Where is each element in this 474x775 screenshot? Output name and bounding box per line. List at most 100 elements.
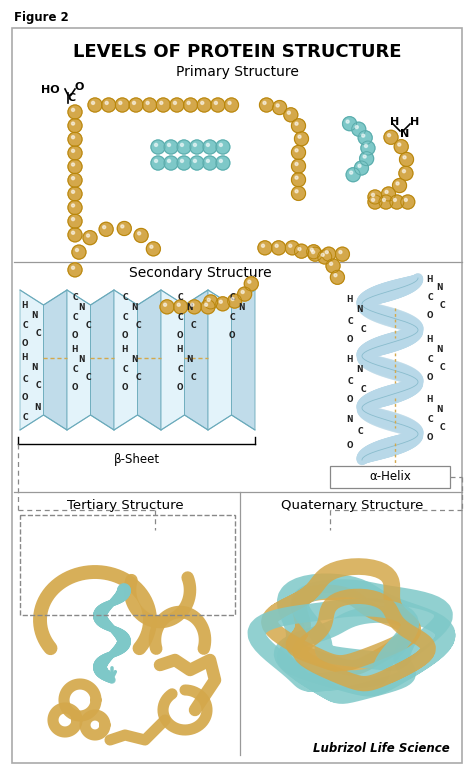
Circle shape — [352, 122, 366, 136]
Circle shape — [151, 140, 165, 154]
Circle shape — [72, 163, 74, 166]
Circle shape — [146, 102, 149, 105]
Circle shape — [201, 102, 204, 105]
Circle shape — [350, 171, 353, 174]
Text: N: N — [357, 366, 363, 374]
Text: O: O — [22, 392, 28, 401]
Circle shape — [204, 303, 208, 306]
Text: O: O — [427, 432, 433, 442]
Circle shape — [160, 102, 163, 105]
Circle shape — [346, 167, 360, 181]
Text: O: O — [347, 336, 353, 345]
Text: O: O — [122, 384, 128, 392]
Text: N: N — [79, 304, 85, 312]
Circle shape — [231, 298, 234, 301]
Text: N: N — [35, 404, 41, 412]
Circle shape — [119, 102, 122, 105]
Text: C: C — [72, 366, 78, 374]
Text: O: O — [229, 332, 235, 340]
Circle shape — [105, 102, 108, 105]
Circle shape — [193, 160, 197, 163]
Circle shape — [292, 173, 306, 187]
Polygon shape — [161, 290, 184, 430]
Circle shape — [295, 163, 298, 166]
Text: C: C — [427, 294, 433, 302]
Text: N: N — [357, 305, 363, 315]
Text: N: N — [347, 415, 353, 425]
Circle shape — [399, 167, 413, 181]
Circle shape — [339, 250, 342, 253]
Text: O: O — [72, 332, 78, 340]
Circle shape — [143, 98, 156, 112]
Text: C: C — [360, 384, 366, 394]
Circle shape — [177, 303, 180, 306]
Text: Secondary Structure: Secondary Structure — [128, 266, 271, 280]
Circle shape — [88, 98, 102, 112]
Circle shape — [72, 122, 74, 125]
Text: C: C — [347, 318, 353, 326]
Text: H: H — [410, 117, 419, 127]
Circle shape — [167, 143, 171, 146]
Polygon shape — [114, 290, 137, 430]
Circle shape — [72, 266, 74, 269]
Circle shape — [363, 155, 366, 158]
Circle shape — [203, 140, 217, 154]
Circle shape — [75, 249, 79, 252]
Circle shape — [362, 134, 365, 137]
Circle shape — [203, 156, 217, 170]
Circle shape — [400, 153, 413, 167]
Circle shape — [275, 244, 278, 247]
Text: H: H — [122, 346, 128, 354]
Text: C: C — [427, 356, 433, 364]
Circle shape — [295, 149, 298, 152]
Circle shape — [326, 259, 340, 273]
Text: C: C — [439, 422, 445, 432]
Circle shape — [134, 229, 148, 243]
Circle shape — [216, 156, 230, 170]
Circle shape — [211, 98, 225, 112]
Circle shape — [214, 102, 218, 105]
Circle shape — [173, 102, 176, 105]
Circle shape — [216, 140, 230, 154]
Text: N: N — [437, 346, 443, 354]
Circle shape — [322, 247, 336, 261]
Text: H: H — [427, 395, 433, 405]
Text: C: C — [427, 415, 433, 425]
Circle shape — [343, 117, 356, 131]
Circle shape — [276, 104, 279, 107]
Circle shape — [298, 135, 301, 138]
Text: C: C — [22, 322, 28, 330]
Circle shape — [379, 195, 393, 209]
Circle shape — [228, 294, 242, 308]
Text: C: C — [357, 428, 363, 436]
Polygon shape — [91, 290, 114, 430]
Text: C: C — [439, 301, 445, 309]
Circle shape — [121, 225, 124, 228]
Polygon shape — [137, 290, 161, 430]
Bar — [330, 466, 450, 488]
Circle shape — [292, 186, 306, 201]
Circle shape — [91, 102, 95, 105]
Text: Figure 2: Figure 2 — [14, 12, 69, 25]
Circle shape — [361, 141, 375, 155]
Text: C: C — [35, 381, 41, 391]
Circle shape — [83, 231, 97, 245]
Circle shape — [181, 160, 183, 163]
Circle shape — [382, 187, 395, 201]
Circle shape — [103, 226, 106, 229]
Polygon shape — [231, 290, 255, 430]
Text: C: C — [72, 314, 78, 322]
Circle shape — [310, 248, 313, 251]
Circle shape — [241, 291, 244, 294]
Text: HO: HO — [41, 85, 60, 95]
Text: Lubrizol Life Science: Lubrizol Life Science — [313, 742, 450, 755]
Circle shape — [160, 300, 174, 314]
Text: O: O — [427, 311, 433, 319]
Text: LEVELS OF PROTEIN STRUCTURE: LEVELS OF PROTEIN STRUCTURE — [73, 43, 401, 61]
Text: H: H — [427, 275, 433, 284]
Circle shape — [193, 143, 197, 146]
Text: C: C — [22, 374, 28, 384]
Circle shape — [156, 98, 170, 112]
Circle shape — [403, 156, 406, 159]
Text: C: C — [135, 373, 141, 381]
